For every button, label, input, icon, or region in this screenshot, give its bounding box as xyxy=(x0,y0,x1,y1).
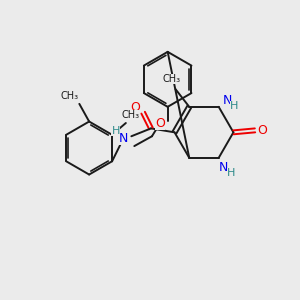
Text: O: O xyxy=(130,101,140,114)
Text: CH₃: CH₃ xyxy=(61,91,79,101)
Text: CH₃: CH₃ xyxy=(163,74,181,84)
Text: N: N xyxy=(223,94,232,107)
Text: N: N xyxy=(219,161,228,174)
Text: O: O xyxy=(257,124,267,137)
Text: CH₃: CH₃ xyxy=(122,110,140,120)
Text: H: H xyxy=(230,101,238,111)
Text: H: H xyxy=(227,168,236,178)
Text: N: N xyxy=(119,132,128,145)
Text: H: H xyxy=(112,126,120,136)
Text: O: O xyxy=(155,117,165,130)
